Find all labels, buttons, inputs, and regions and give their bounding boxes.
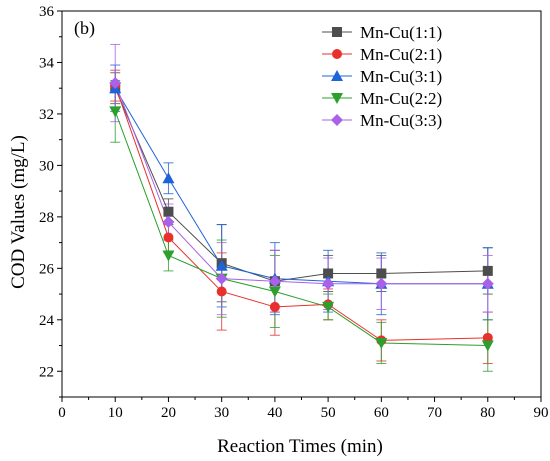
data-point [268,286,281,298]
data-point [376,268,387,279]
x-tick-label: 0 [58,405,66,421]
data-point [375,337,388,349]
y-tick-label: 26 [39,261,55,277]
legend-label: Mn-Cu(3:1) [360,67,442,86]
legend-marker [331,93,343,104]
data-point [268,275,281,288]
y-tick-label: 22 [39,364,54,380]
panel-label: (b) [74,18,95,39]
x-tick-label: 50 [321,405,336,421]
y-tick-label: 24 [39,313,55,329]
y-tick-label: 32 [39,107,54,123]
x-tick-label: 30 [214,405,229,421]
x-tick-label: 80 [480,405,495,421]
legend: Mn-Cu(1:1) Mn-Cu(2:1) Mn-Cu(3:1) Mn-Cu(2:2)… [322,23,442,130]
x-tick-label: 40 [267,405,282,421]
data-point [215,259,228,271]
x-tick-label: 10 [108,405,123,421]
data-point [323,268,334,279]
data-point [162,250,175,262]
series-line [114,111,488,347]
data-point [109,77,122,90]
data-point [481,340,494,352]
data-point [322,277,335,290]
legend-label: Mn-Cu(2:2) [360,89,442,108]
x-tick-label: 20 [161,405,176,421]
x-tick-label: 60 [374,405,389,421]
data-point [269,301,280,312]
legend-label: Mn-Cu(3:3) [360,111,442,130]
plot-frame [61,10,542,398]
data-point [375,277,388,290]
data-point [482,265,493,276]
legend-marker [332,27,342,37]
legend-label: Mn-Cu(1:1) [360,23,442,42]
data-point [216,286,227,297]
x-tick-label: 70 [427,405,442,421]
data-point [215,272,228,285]
y-tick-label: 28 [39,210,54,226]
y-tick-label: 34 [39,55,55,71]
data-point [481,277,494,290]
axes: 0 10 20 30 40 50 60 70 80 90 22 24 26 28 30 32 34 36 [39,4,549,421]
data-point [163,206,174,217]
data-point [162,216,175,229]
data-point [163,232,174,243]
data-point [322,301,335,313]
data-point [482,332,493,343]
legend-label: Mn-Cu(2:1) [360,45,442,64]
legend-marker [331,70,343,81]
y-tick-label: 36 [39,4,55,20]
legend-marker [331,114,343,126]
x-axis-label: Reaction Times (min) [217,436,383,457]
y-tick-label: 30 [39,158,54,174]
x-tick-label: 90 [534,405,549,421]
data-point [162,172,175,184]
series-markers [109,77,494,352]
data-point [109,106,122,118]
y-axis-label: COD Values (mg/L) [8,135,29,289]
legend-marker [332,49,342,59]
